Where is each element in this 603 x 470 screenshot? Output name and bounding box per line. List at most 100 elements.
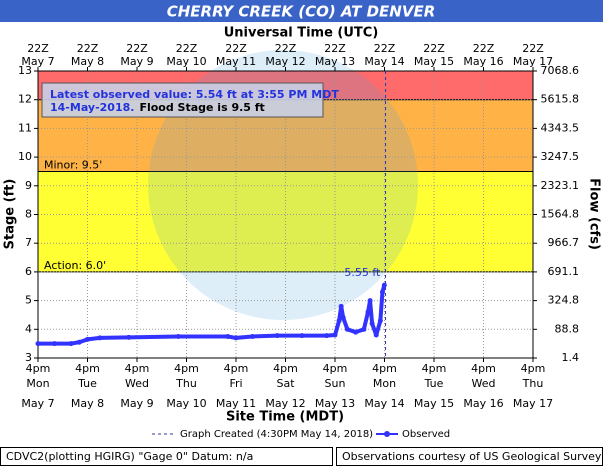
observed-point <box>175 333 181 339</box>
x-tick-date: May 13 <box>315 397 355 410</box>
x-tick-weekday: Sat <box>276 377 295 390</box>
info-line1: Latest observed value: 5.54 ft at 3:55 P… <box>50 88 339 101</box>
x-tick-date: May 14 <box>364 397 404 410</box>
x-tick-date: May 9 <box>120 397 153 410</box>
x-top-date: May 12 <box>265 55 305 68</box>
x-top-date: May 15 <box>414 55 454 68</box>
x-tick-time: 4pm <box>323 362 348 375</box>
top-axis-label: Universal Time (UTC) <box>224 26 379 41</box>
x-tick-weekday: Sun <box>325 377 346 390</box>
x-tick-weekday: Mon <box>373 377 396 390</box>
threshold-label: Minor: 9.5' <box>44 158 102 171</box>
observed-point <box>233 335 239 341</box>
footer-left: CDVC2(plotting HGIRG) "Gage 0" Datum: n/… <box>6 450 253 463</box>
observed-point <box>379 289 385 295</box>
x-tick-weekday: Fri <box>229 377 242 390</box>
observed-point <box>344 326 350 332</box>
x-top-date: May 16 <box>463 55 503 68</box>
x-top-utc: 22Z <box>77 42 99 55</box>
x-top-date: May 11 <box>216 55 256 68</box>
y2-tick-label: 7068.6 <box>541 64 580 77</box>
x-tick-time: 4pm <box>521 362 546 375</box>
title-bar <box>0 0 603 22</box>
observed-point <box>338 303 344 309</box>
observed-point <box>35 341 41 347</box>
y-tick-label: 10 <box>18 150 32 163</box>
info-date: 14-May-2018. <box>50 101 134 114</box>
footer-right: Observations courtesy of US Geological S… <box>342 450 602 463</box>
observed-point <box>324 333 330 339</box>
x-tick-time: 4pm <box>471 362 496 375</box>
x-tick-time: 4pm <box>422 362 447 375</box>
observed-point <box>365 309 371 315</box>
x-tick-time: 4pm <box>372 362 397 375</box>
observed-point <box>367 298 373 304</box>
observed-point <box>369 321 375 327</box>
observed-point <box>126 334 132 340</box>
observed-point <box>299 333 305 339</box>
observed-point <box>68 341 74 347</box>
x-top-date: May 7 <box>21 55 54 68</box>
y2-tick-label: 2323.1 <box>541 179 580 192</box>
x-top-utc: 22Z <box>423 42 445 55</box>
plot-frame <box>37 70 534 359</box>
peak-label: 5.55 ft <box>344 266 381 279</box>
y2-tick-label: 88.8 <box>555 322 580 335</box>
observed-point <box>76 339 82 345</box>
y2-tick-label: 691.1 <box>548 265 580 278</box>
x-top-utc: 22Z <box>374 42 396 55</box>
observed-point <box>336 318 342 324</box>
y2-tick-label: 1564.8 <box>541 208 580 221</box>
y-tick-label: 12 <box>18 93 32 106</box>
observed-point <box>361 326 367 332</box>
x-tick-weekday: Thu <box>175 377 197 390</box>
x-tick-date: May 12 <box>265 397 305 410</box>
x-axis-label: Site Time (MDT) <box>226 410 344 425</box>
x-top-date: May 13 <box>315 55 355 68</box>
y2-tick-label: 5615.8 <box>541 93 580 106</box>
x-top-date: May 14 <box>364 55 404 68</box>
x-top-date: May 10 <box>166 55 206 68</box>
x-tick-weekday: Thu <box>522 377 544 390</box>
y-tick-label: 9 <box>25 179 32 192</box>
y-axis-label: Stage (ft) <box>3 179 18 250</box>
y-tick-label: 5 <box>25 294 32 307</box>
x-tick-date: May 10 <box>166 397 206 410</box>
x-top-utc: 22Z <box>473 42 495 55</box>
observed-point <box>274 333 280 339</box>
chart-title: CHERRY CREEK (CO) AT DENVER <box>167 3 436 21</box>
x-top-date: May 9 <box>120 55 153 68</box>
observed-point <box>97 335 103 341</box>
info-box <box>41 82 324 118</box>
x-top-utc: 22Z <box>225 42 247 55</box>
observed-point <box>52 341 57 347</box>
x-tick-date: May 7 <box>21 397 54 410</box>
threshold-label: Action: 6.0' <box>44 259 106 272</box>
x-tick-weekday: Tue <box>77 377 97 390</box>
x-tick-weekday: Tue <box>424 377 444 390</box>
x-tick-date: May 15 <box>414 397 454 410</box>
x-tick-date: May 16 <box>463 397 503 410</box>
y2-tick-label: 4343.5 <box>541 121 580 134</box>
x-tick-date: May 17 <box>513 397 553 410</box>
info-line2: 14-May-2018. Flood Stage is 9.5 ft <box>50 101 265 114</box>
x-top-utc: 22Z <box>275 42 297 55</box>
legend-created: Graph Created (4:30PM May 14, 2018) <box>180 429 373 440</box>
x-top-utc: 22Z <box>126 42 148 55</box>
x-tick-date: May 8 <box>71 397 104 410</box>
x-tick-weekday: Wed <box>472 377 496 390</box>
y2-tick-label: 3247.5 <box>541 150 580 163</box>
x-tick-time: 4pm <box>125 362 150 375</box>
y2-axis-label: Flow (cfs) <box>587 178 602 250</box>
observed-point <box>225 333 231 339</box>
x-tick-weekday: Mon <box>26 377 49 390</box>
y-tick-label: 4 <box>25 322 32 335</box>
y-tick-label: 6 <box>25 265 32 278</box>
x-top-utc: 22Z <box>522 42 544 55</box>
x-tick-time: 4pm <box>273 362 298 375</box>
legend-observed: Observed <box>402 429 450 440</box>
x-tick-time: 4pm <box>224 362 249 375</box>
observed-point <box>377 318 383 324</box>
x-tick-time: 4pm <box>26 362 51 375</box>
